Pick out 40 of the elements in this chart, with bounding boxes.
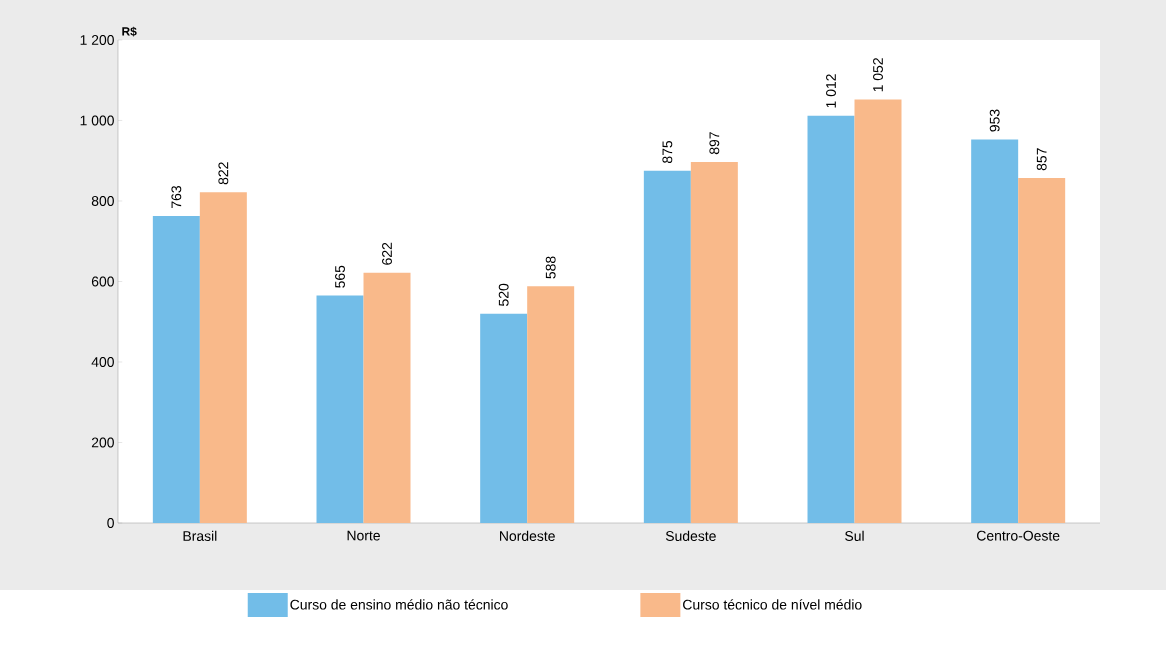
data-label: 1 012 xyxy=(826,74,836,108)
y-tick-label: 0 xyxy=(107,518,114,528)
y-tick-label: 600 xyxy=(91,276,114,287)
data-label: 520 xyxy=(498,283,509,306)
y-tick-label: 200 xyxy=(91,437,114,448)
bar xyxy=(971,139,1019,523)
data-label: 953 xyxy=(989,109,1000,132)
x-tick-label: Norte xyxy=(347,530,380,541)
y-tick-label: 400 xyxy=(91,357,114,367)
bar xyxy=(854,99,902,523)
bar xyxy=(199,192,247,523)
bar xyxy=(316,295,364,523)
legend-label: Curso técnico de nível médio xyxy=(683,599,862,610)
legend-label: Curso de ensino médio não técnico xyxy=(290,599,508,610)
bar xyxy=(480,313,528,523)
bar xyxy=(690,161,738,523)
bar xyxy=(643,170,691,523)
data-label: 897 xyxy=(709,132,720,155)
x-tick-label: Nordeste xyxy=(500,530,555,541)
data-label: 875 xyxy=(662,140,673,163)
bar xyxy=(363,272,411,523)
data-label: 588 xyxy=(545,256,556,279)
bar xyxy=(1018,178,1066,523)
y-axis-title: R$ xyxy=(122,26,137,37)
y-tick-label: 1 200 xyxy=(80,35,114,45)
bar xyxy=(527,286,575,523)
y-tick-label: 800 xyxy=(91,196,114,206)
y-tick-label: 1 000 xyxy=(80,115,114,126)
data-label: 565 xyxy=(335,265,345,288)
data-label: 822 xyxy=(218,162,229,185)
x-tick-label: Brasil xyxy=(183,530,217,541)
x-tick-label: Sul xyxy=(845,530,864,541)
data-label: 1 052 xyxy=(873,58,883,92)
bar xyxy=(807,115,855,523)
x-tick-label: Centro-Oeste xyxy=(977,530,1060,541)
bar xyxy=(152,215,200,523)
data-label: 857 xyxy=(1036,148,1047,171)
data-label: 622 xyxy=(382,242,392,265)
data-label: 763 xyxy=(171,186,182,208)
x-tick-label: Sudeste xyxy=(665,530,716,541)
